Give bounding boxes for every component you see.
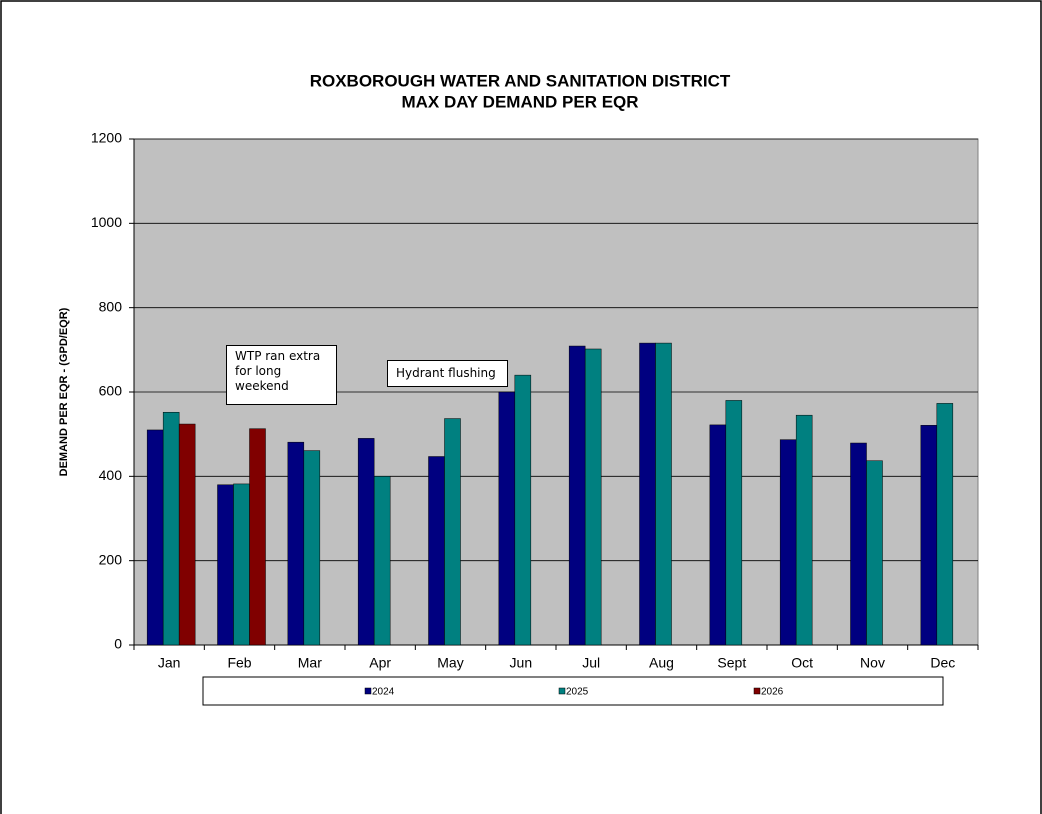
- bar: [795, 414, 813, 646]
- bar: [655, 342, 672, 646]
- bar: [920, 425, 938, 646]
- y-tick-label: 0: [114, 636, 122, 652]
- x-tick-label: Jan: [158, 655, 181, 671]
- annotation: WTP ran extra for long weekend: [226, 345, 337, 405]
- bar: [709, 424, 727, 646]
- x-tick-label: Sept: [717, 655, 746, 671]
- legend-label: 2024: [372, 687, 395, 698]
- bar: [866, 460, 883, 646]
- legend-label: 2025: [566, 687, 589, 698]
- bar: [568, 345, 586, 646]
- x-tick-label: Jun: [510, 655, 533, 671]
- bar: [373, 476, 391, 646]
- bar: [146, 429, 164, 646]
- bar: [779, 439, 797, 646]
- bar: [217, 484, 234, 646]
- bar: [584, 348, 602, 646]
- bar: [725, 400, 743, 646]
- y-tick-label: 1200: [91, 130, 122, 146]
- x-tick-label: Mar: [298, 655, 322, 671]
- legend-swatch: [558, 687, 566, 695]
- x-tick-label: Nov: [860, 655, 885, 671]
- y-tick-label: 800: [99, 298, 123, 314]
- x-tick-label: May: [437, 655, 463, 671]
- bar: [498, 391, 516, 646]
- x-tick-label: Dec: [930, 655, 955, 671]
- bar: [249, 428, 266, 646]
- bar: [178, 423, 196, 646]
- bar: [936, 403, 954, 646]
- x-tick-label: Feb: [227, 655, 251, 671]
- legend-swatch: [753, 687, 761, 695]
- bar: [233, 483, 250, 646]
- bar: [357, 438, 375, 646]
- y-tick-label: 600: [99, 383, 123, 399]
- bar: [428, 456, 445, 646]
- legend-label: 2026: [761, 687, 784, 698]
- x-tick-label: Jul: [582, 655, 600, 671]
- legend-box: [202, 676, 944, 706]
- y-axis-label: DEMAND PER EQR - (GPD/EQR): [58, 307, 70, 476]
- bar: [444, 418, 461, 646]
- bar: [639, 342, 656, 646]
- x-tick-label: Aug: [649, 655, 674, 671]
- y-tick-label: 1000: [91, 214, 122, 230]
- x-tick-label: Apr: [369, 655, 391, 671]
- x-tick-label: Oct: [791, 655, 813, 671]
- legend-swatch: [364, 687, 372, 695]
- y-tick-label: 200: [99, 551, 123, 567]
- y-tick-label: 400: [99, 467, 123, 483]
- chart-title: ROXBOROUGH WATER AND SANITATION DISTRICT: [310, 71, 731, 90]
- bar: [162, 411, 180, 646]
- annotation: Hydrant flushing: [387, 360, 508, 387]
- bar: [850, 442, 867, 646]
- chart-subtitle: MAX DAY DEMAND PER EQR: [401, 92, 638, 111]
- bar: [303, 450, 321, 646]
- bar: [514, 374, 532, 646]
- bar: [287, 441, 305, 646]
